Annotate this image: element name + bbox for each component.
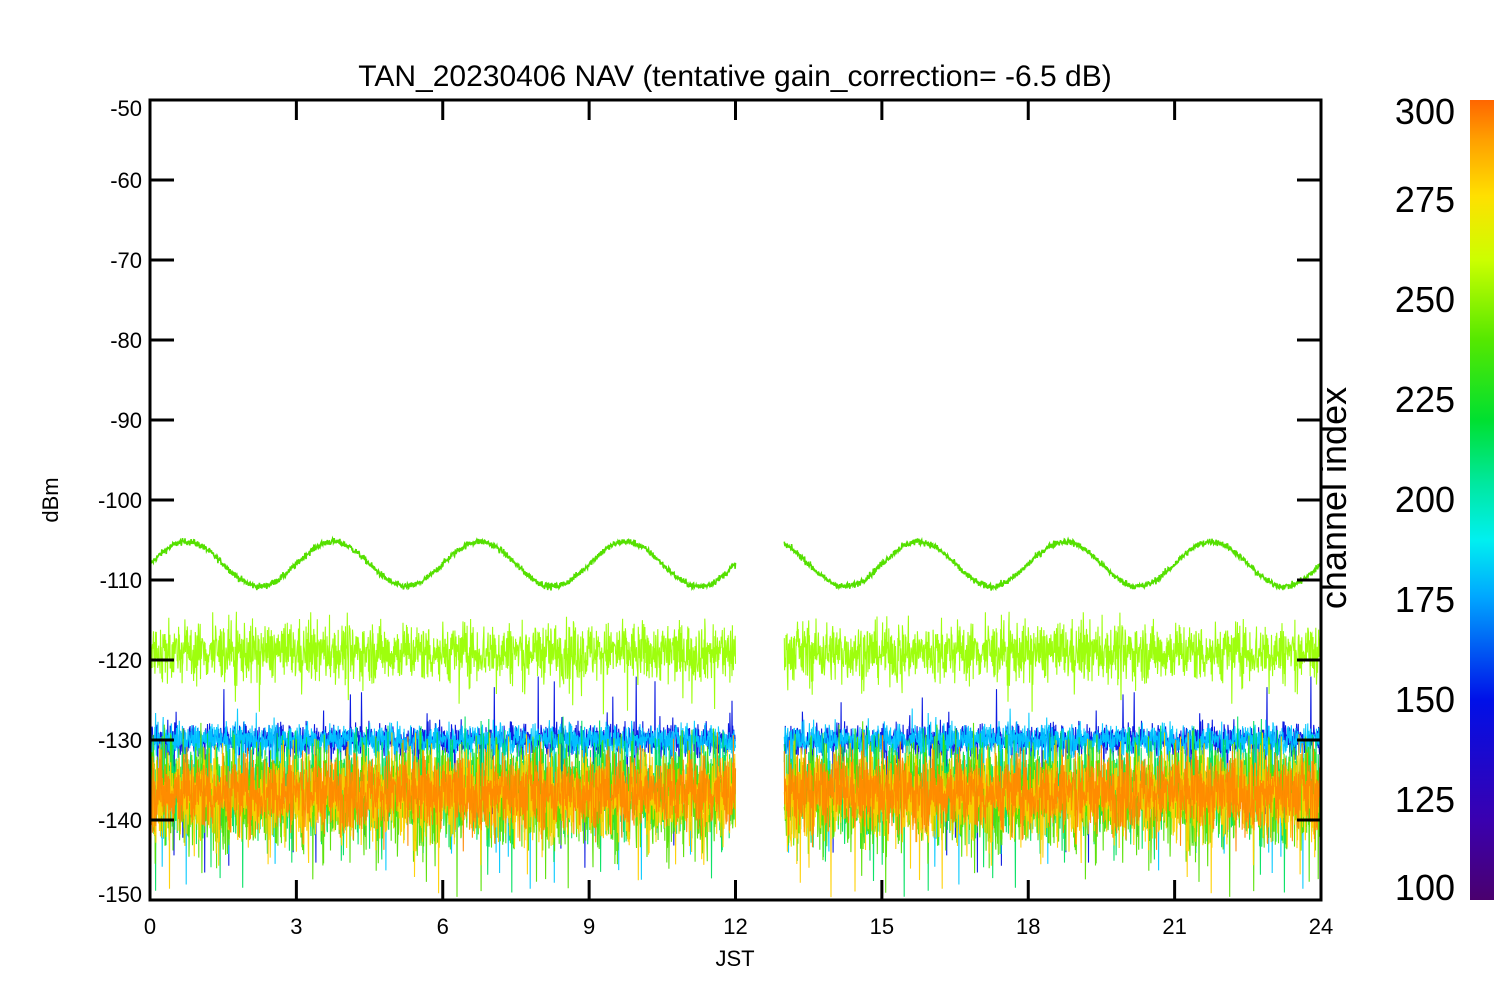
- colorbar-tick-label: 275: [1395, 179, 1455, 220]
- series-line: [783, 708, 1321, 889]
- x-axis-label: JST: [715, 946, 754, 971]
- series-channel-240: [150, 535, 1321, 592]
- colorbar-tick-label: 250: [1395, 279, 1455, 320]
- series-line: [783, 536, 1321, 591]
- colorbar-ticks: 300 275 250 225 200 175 150 125 100: [1395, 91, 1455, 908]
- y-tick-label: -150: [98, 882, 142, 907]
- y-axis-label: dBm: [38, 477, 63, 522]
- x-tick-label: 24: [1309, 914, 1333, 939]
- chart-title: TAN_20230406 NAV (tentative gain_correct…: [358, 60, 1112, 93]
- series-channel-258: [150, 611, 1321, 715]
- colorbar-label: channel index: [1313, 387, 1354, 609]
- y-tick-label: -60: [110, 168, 142, 193]
- series-line: [783, 611, 1321, 712]
- y-axis: -50 -60 -70 -80 -90 -100 -110 -120 -130 -140 -150: [98, 96, 1321, 907]
- y-tick-label: -80: [110, 328, 142, 353]
- y-tick-label: -120: [98, 648, 142, 673]
- y-tick-label: -100: [98, 488, 142, 513]
- y-tick-label: -110: [100, 568, 142, 593]
- x-tick-label: 18: [1016, 914, 1040, 939]
- x-tick-label: 6: [437, 914, 449, 939]
- colorbar-tick-label: 300: [1395, 91, 1455, 132]
- x-axis: 0 3 6 9 12 15 18 21 24: [144, 100, 1333, 939]
- colorbar-tick-label: 100: [1395, 867, 1455, 908]
- x-tick-label: 12: [723, 914, 747, 939]
- colorbar-tick-label: 175: [1395, 579, 1455, 620]
- series-channel-290: [150, 732, 1321, 852]
- colorbar-tick-label: 200: [1395, 479, 1455, 520]
- colorbar: [1470, 100, 1494, 900]
- series-line: [150, 611, 737, 715]
- colorbar-tick-label: 225: [1395, 379, 1455, 420]
- x-tick-label: 3: [290, 914, 302, 939]
- x-tick-label: 9: [583, 914, 595, 939]
- series-line: [150, 535, 737, 592]
- x-tick-label: 21: [1162, 914, 1186, 939]
- y-tick-label: -50: [110, 96, 142, 121]
- y-tick-label: -140: [98, 808, 142, 833]
- series-layer: [150, 535, 1321, 898]
- y-tick-label: -70: [110, 248, 142, 273]
- x-tick-label: 15: [870, 914, 894, 939]
- y-tick-label: -130: [98, 728, 142, 753]
- colorbar-tick-label: 150: [1395, 679, 1455, 720]
- x-tick-label: 0: [144, 914, 156, 939]
- series-line: [783, 732, 1321, 852]
- series-line: [150, 732, 737, 852]
- y-tick-label: -90: [110, 408, 142, 433]
- colorbar-tick-label: 125: [1395, 779, 1455, 820]
